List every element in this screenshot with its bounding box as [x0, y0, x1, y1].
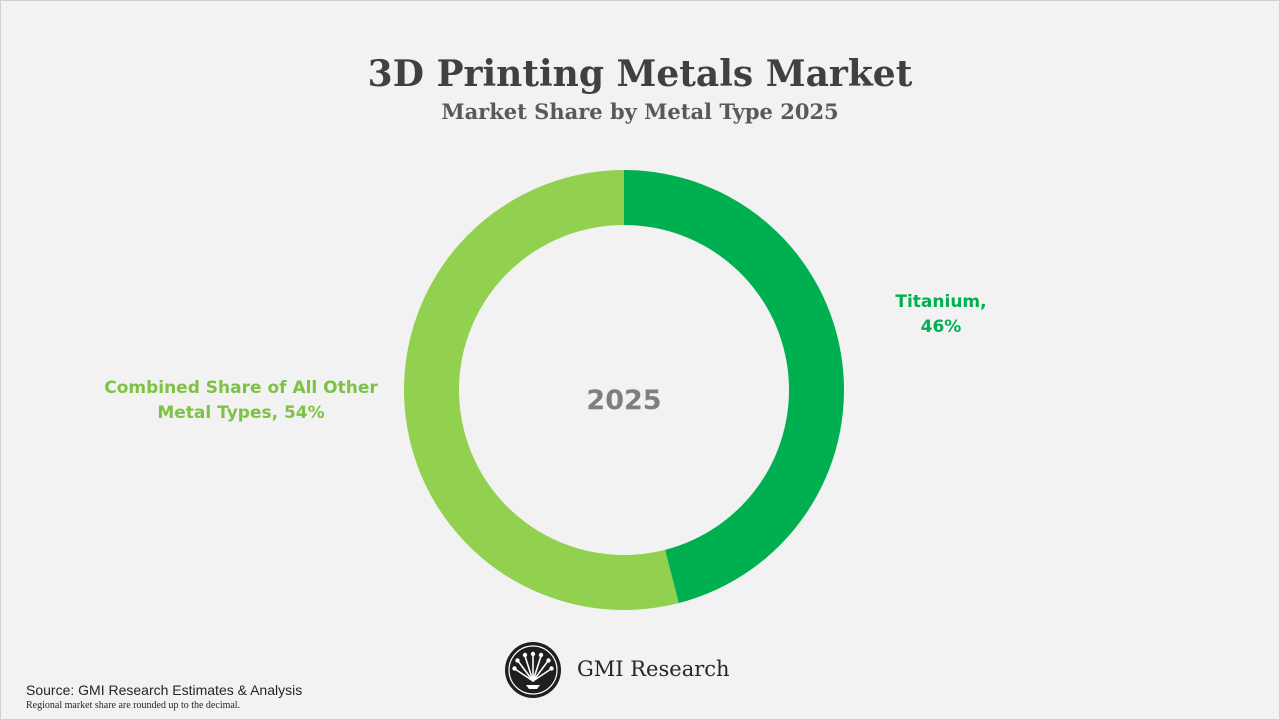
source-note: Source: GMI Research Estimates & Analysi… [26, 682, 303, 698]
chart-title: 3D Printing Metals Market [367, 53, 913, 95]
slice-label-others-line1: Combined Share of All Other [104, 378, 378, 398]
slice-label-others: Combined Share of All Other Metal Types,… [96, 376, 386, 426]
brand-name: GMI Research [577, 657, 730, 681]
fan-logo-icon [505, 642, 561, 698]
donut-center-label: 2025 [586, 385, 662, 416]
chart-subtitle: Market Share by Metal Type 2025 [441, 99, 839, 124]
slice-label-others-line2: Metal Types, 54% [157, 403, 325, 423]
slice-label-titanium-line2: 46% [920, 317, 962, 337]
slice-label-titanium: Titanium, 46% [861, 290, 1021, 340]
slice-label-titanium-line1: Titanium, [895, 292, 987, 312]
donut-slice-titanium [624, 170, 844, 604]
donut-slice-others [403, 170, 679, 610]
rounding-footnote: Regional market share are rounded up to … [26, 700, 241, 711]
